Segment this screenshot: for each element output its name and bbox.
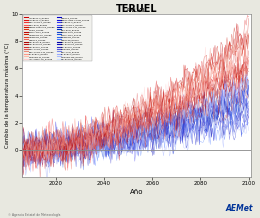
Text: ANUAL: ANUAL xyxy=(126,8,147,13)
X-axis label: Año: Año xyxy=(130,189,143,195)
Text: © Agencia Estatal de Meteorología: © Agencia Estatal de Meteorología xyxy=(8,213,60,217)
Text: AEMet: AEMet xyxy=(226,204,253,213)
Title: TERUEL: TERUEL xyxy=(116,4,157,14)
Legend: ACCESS1-0_RCP85, ACCESS1-3_RCP85, BCC-CSM1-1_RCP85, BNU-ESM_RCP85, CNRM-CERFACS_: ACCESS1-0_RCP85, ACCESS1-3_RCP85, BCC-CS… xyxy=(23,15,92,61)
Y-axis label: Cambio de la temperatura máxima (°C): Cambio de la temperatura máxima (°C) xyxy=(4,43,10,148)
